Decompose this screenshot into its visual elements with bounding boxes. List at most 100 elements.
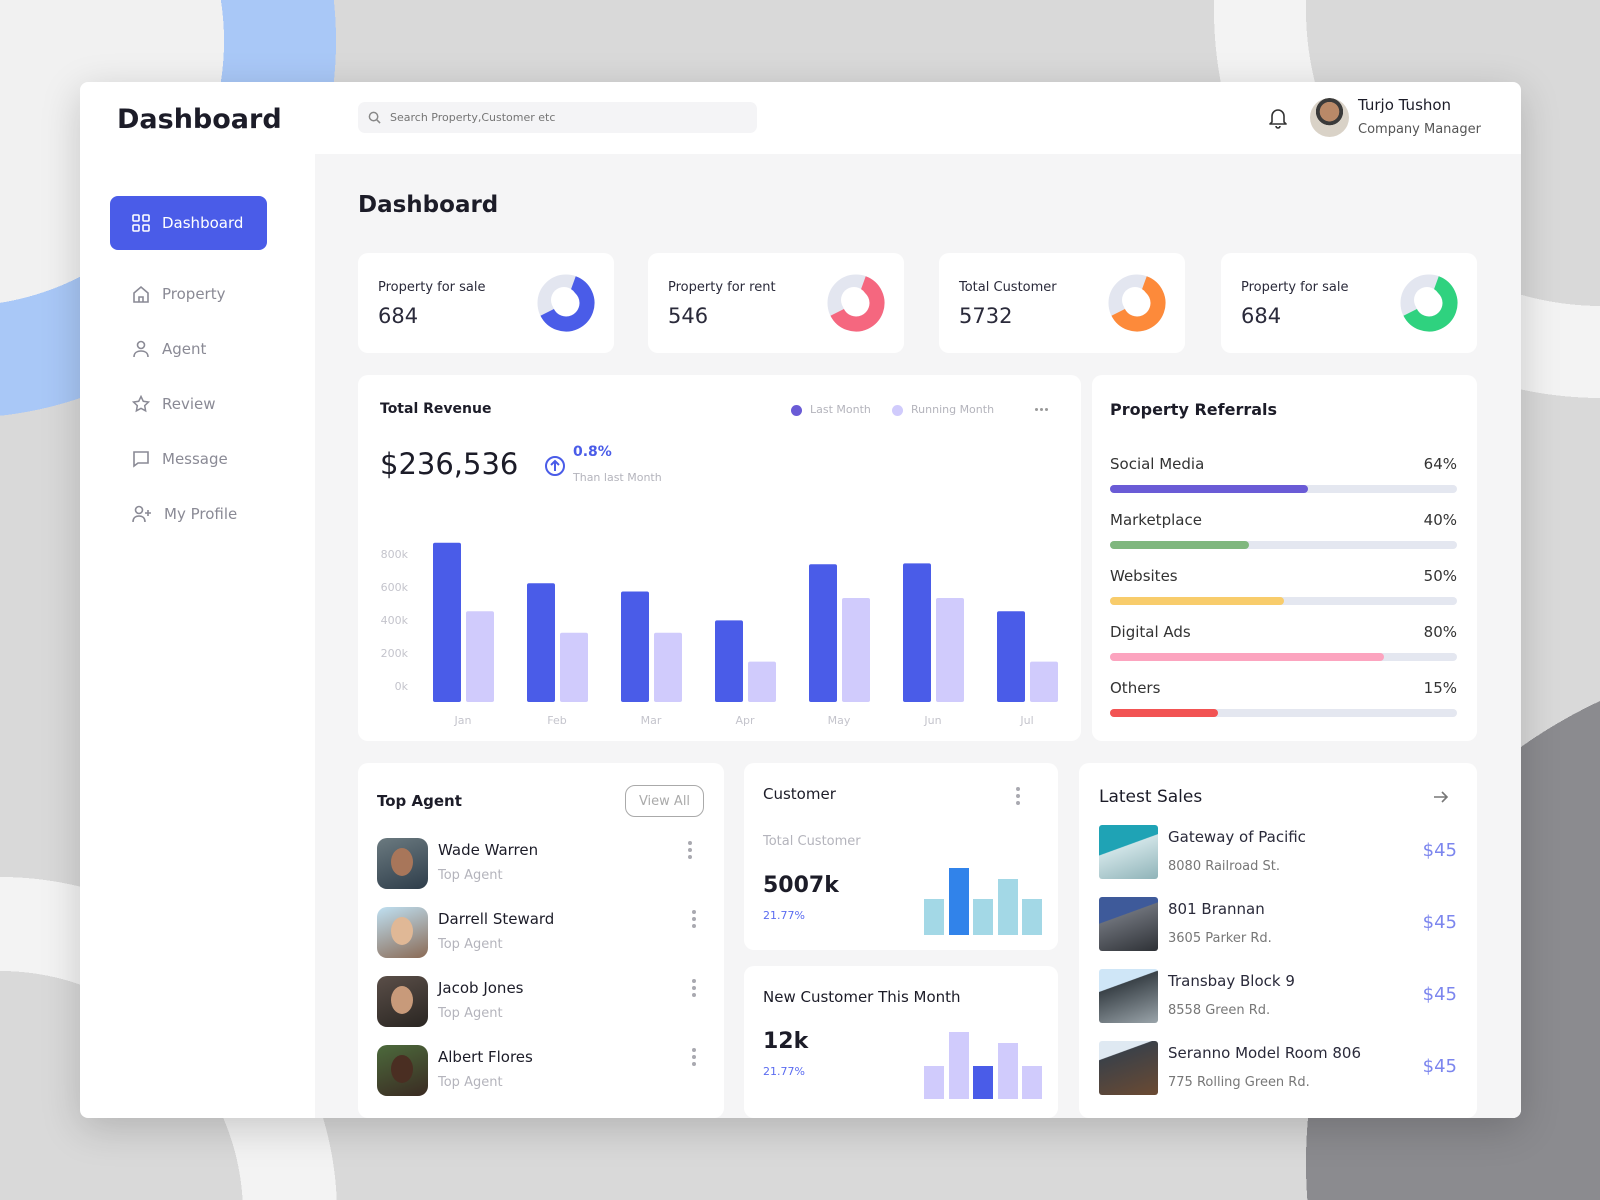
bar-running-month	[1030, 661, 1058, 702]
donut-hole	[1414, 287, 1440, 313]
referral-percent: 40%	[1423, 511, 1457, 529]
view-all-button[interactable]: View All	[625, 785, 704, 817]
customer-subtitle: Total Customer	[763, 834, 861, 849]
stat-value: 546	[668, 304, 709, 328]
revenue-title: Total Revenue	[380, 401, 492, 417]
sidebar-item-review[interactable]: Review	[110, 377, 267, 431]
user-plus-icon	[132, 505, 151, 523]
property-thumbnail	[1099, 825, 1158, 879]
sale-address: 3605 Parker Rd.	[1168, 931, 1272, 946]
new-customer-title: New Customer This Month	[763, 988, 961, 1006]
stat-value: 684	[1241, 304, 1282, 328]
legend-label: Last Month	[810, 403, 871, 416]
user-role: Company Manager	[1358, 122, 1481, 137]
app-window: Dashboard Turjo Tushon Company Manager D…	[80, 82, 1521, 1118]
top-agent-title: Top Agent	[377, 792, 462, 810]
more-options-icon[interactable]	[688, 841, 692, 859]
mini-bar	[1022, 1066, 1042, 1099]
mini-bar	[997, 1043, 1018, 1099]
bar-last-month	[997, 611, 1025, 702]
x-tick-label: Mar	[641, 714, 662, 727]
more-options-icon[interactable]	[1035, 408, 1048, 411]
sidebar-item-my-profile[interactable]: My Profile	[110, 487, 267, 541]
donut-hole	[841, 287, 867, 313]
message-icon	[133, 451, 149, 468]
sidebar-item-dashboard[interactable]: Dashboard	[110, 196, 267, 250]
bar-running-month	[560, 632, 588, 702]
sale-address: 8558 Green Rd.	[1168, 1003, 1271, 1018]
sidebar-item-property[interactable]: Property	[110, 267, 267, 321]
new-customer-value: 12k	[763, 1029, 809, 1054]
grid-icon	[132, 214, 150, 232]
x-tick-label: Jul	[1019, 714, 1033, 727]
bar-last-month	[527, 583, 555, 702]
referral-progress-fill	[1110, 597, 1284, 605]
bar-last-month	[903, 563, 931, 702]
more-options-icon[interactable]	[692, 1048, 696, 1066]
brand-title: Dashboard	[117, 104, 282, 135]
bar-last-month	[433, 542, 461, 702]
bell-icon[interactable]	[1268, 107, 1288, 129]
new-customer-change: 21.77%	[763, 1065, 805, 1078]
agent-role: Top Agent	[438, 868, 503, 883]
customer-title: Customer	[763, 785, 836, 803]
search-bar[interactable]	[358, 102, 757, 133]
legend-label: Running Month	[911, 403, 995, 416]
more-options-icon[interactable]	[692, 979, 696, 997]
sidebar-item-agent[interactable]: Agent	[110, 322, 267, 376]
more-options-icon[interactable]	[692, 910, 696, 928]
star-icon	[132, 395, 150, 413]
sidebar-item-label: Message	[162, 450, 228, 468]
sale-name[interactable]: Gateway of Pacific	[1168, 828, 1306, 846]
bar-running-month	[466, 611, 494, 702]
user-avatar[interactable]	[1310, 98, 1349, 137]
sale-name[interactable]: Seranno Model Room 806	[1168, 1044, 1361, 1062]
donut-hole	[1122, 287, 1148, 313]
referral-label: Marketplace	[1110, 511, 1202, 529]
customer-card: Customer Total Customer 5007k 21.77%	[744, 763, 1058, 950]
search-input[interactable]	[390, 111, 730, 124]
stat-card: Property for rent 546	[648, 253, 904, 353]
mini-bar	[973, 1066, 993, 1099]
user-icon	[133, 340, 149, 358]
sale-name[interactable]: Transbay Block 9	[1168, 972, 1295, 990]
agent-avatar	[377, 838, 428, 889]
sidebar-item-label: Property	[162, 285, 226, 303]
agent-avatar	[377, 907, 428, 958]
referral-percent: 50%	[1423, 567, 1457, 585]
arrow-right-icon[interactable]	[1433, 789, 1449, 805]
mini-bar	[997, 879, 1018, 935]
sidebar-item-label: Review	[162, 395, 216, 413]
bar-last-month	[809, 564, 837, 702]
agent-avatar	[377, 1045, 428, 1096]
agent-name[interactable]: Darrell Steward	[438, 910, 555, 928]
agent-name[interactable]: Jacob Jones	[438, 979, 524, 997]
stat-label: Total Customer	[959, 280, 1057, 295]
referral-progress	[1110, 709, 1457, 717]
bar-running-month	[842, 598, 870, 702]
donut-chart	[537, 274, 595, 332]
bar-running-month	[748, 661, 776, 702]
bar-running-month	[936, 598, 964, 702]
mini-bar	[924, 1066, 944, 1099]
donut-chart	[1108, 274, 1166, 332]
y-tick-label: 400k	[381, 614, 409, 627]
legend-dot-running-month	[892, 405, 903, 416]
x-tick-label: Feb	[547, 714, 566, 727]
agent-name[interactable]: Wade Warren	[438, 841, 539, 859]
sidebar-item-message[interactable]: Message	[110, 432, 267, 486]
referral-progress	[1110, 541, 1457, 549]
latest-sales-card: Latest Sales Gateway of Pacific 8080 Rail…	[1079, 763, 1477, 1118]
referral-label: Social Media	[1110, 455, 1205, 473]
stat-label: Property for sale	[378, 280, 486, 295]
sale-name[interactable]: 801 Brannan	[1168, 900, 1265, 918]
referral-progress-fill	[1110, 653, 1385, 661]
agent-name[interactable]: Albert Flores	[438, 1048, 533, 1066]
stat-value: 5732	[959, 304, 1013, 328]
referral-progress	[1110, 597, 1457, 605]
more-options-icon[interactable]	[1016, 787, 1020, 805]
x-tick-label: May	[828, 714, 851, 727]
revenue-change: 0.8%	[573, 444, 612, 460]
sale-address: 775 Rolling Green Rd.	[1168, 1075, 1310, 1090]
donut-chart	[827, 274, 885, 332]
